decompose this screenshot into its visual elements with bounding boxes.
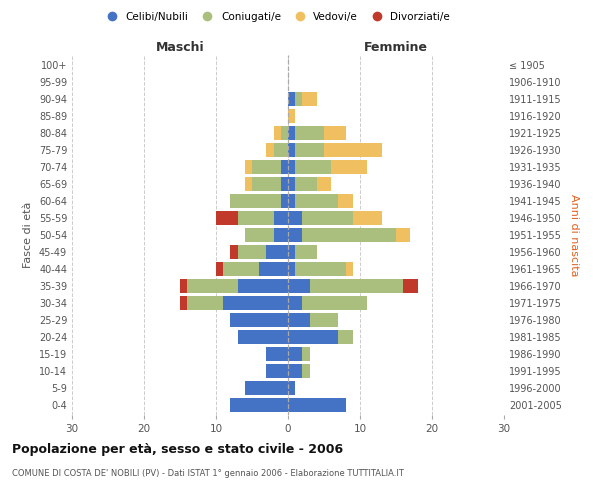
- Bar: [252, 160, 281, 174]
- Bar: [310, 279, 403, 293]
- Bar: [238, 245, 266, 259]
- Bar: [302, 228, 396, 242]
- Bar: [302, 211, 353, 225]
- Bar: [288, 228, 302, 242]
- Bar: [288, 313, 310, 327]
- Bar: [187, 279, 238, 293]
- Bar: [245, 381, 288, 395]
- Bar: [266, 347, 288, 361]
- Bar: [281, 126, 288, 140]
- Bar: [331, 160, 367, 174]
- Bar: [302, 92, 317, 106]
- Bar: [274, 211, 288, 225]
- Bar: [288, 194, 295, 208]
- Bar: [230, 245, 238, 259]
- Bar: [288, 398, 346, 412]
- Bar: [238, 330, 288, 344]
- Bar: [281, 177, 288, 191]
- Bar: [302, 347, 310, 361]
- Bar: [230, 194, 281, 208]
- Bar: [281, 160, 288, 174]
- Bar: [295, 194, 338, 208]
- Y-axis label: Anni di nascita: Anni di nascita: [569, 194, 578, 276]
- Bar: [245, 228, 274, 242]
- Bar: [317, 177, 331, 191]
- Bar: [288, 109, 295, 123]
- Bar: [288, 330, 338, 344]
- Bar: [281, 194, 288, 208]
- Bar: [245, 160, 252, 174]
- Bar: [324, 143, 382, 157]
- Bar: [266, 364, 288, 378]
- Bar: [274, 143, 288, 157]
- Bar: [238, 279, 288, 293]
- Bar: [310, 313, 338, 327]
- Bar: [324, 126, 346, 140]
- Bar: [223, 262, 259, 276]
- Bar: [295, 92, 302, 106]
- Text: Maschi: Maschi: [155, 41, 205, 54]
- Bar: [259, 262, 288, 276]
- Bar: [288, 262, 295, 276]
- Bar: [266, 143, 274, 157]
- Bar: [288, 177, 295, 191]
- Bar: [245, 177, 252, 191]
- Bar: [274, 228, 288, 242]
- Bar: [288, 279, 310, 293]
- Bar: [288, 245, 295, 259]
- Bar: [288, 364, 302, 378]
- Bar: [216, 211, 238, 225]
- Bar: [230, 398, 288, 412]
- Text: Popolazione per età, sesso e stato civile - 2006: Popolazione per età, sesso e stato civil…: [12, 442, 343, 456]
- Bar: [223, 296, 288, 310]
- Bar: [295, 262, 346, 276]
- Bar: [252, 177, 281, 191]
- Legend: Celibi/Nubili, Coniugati/e, Vedovi/e, Divorziati/e: Celibi/Nubili, Coniugati/e, Vedovi/e, Di…: [98, 8, 454, 26]
- Bar: [180, 279, 187, 293]
- Bar: [230, 313, 288, 327]
- Bar: [216, 262, 223, 276]
- Bar: [338, 194, 353, 208]
- Bar: [338, 330, 353, 344]
- Bar: [302, 364, 310, 378]
- Bar: [302, 296, 367, 310]
- Bar: [288, 381, 295, 395]
- Bar: [288, 347, 302, 361]
- Bar: [274, 126, 281, 140]
- Bar: [238, 211, 274, 225]
- Bar: [403, 279, 418, 293]
- Bar: [396, 228, 410, 242]
- Text: Femmine: Femmine: [364, 41, 428, 54]
- Bar: [295, 245, 317, 259]
- Bar: [295, 143, 324, 157]
- Bar: [295, 177, 317, 191]
- Bar: [288, 143, 295, 157]
- Bar: [295, 126, 324, 140]
- Bar: [288, 296, 302, 310]
- Bar: [288, 126, 295, 140]
- Bar: [288, 160, 295, 174]
- Bar: [288, 211, 302, 225]
- Bar: [353, 211, 382, 225]
- Bar: [180, 296, 187, 310]
- Bar: [266, 245, 288, 259]
- Y-axis label: Fasce di età: Fasce di età: [23, 202, 33, 268]
- Bar: [288, 92, 295, 106]
- Bar: [187, 296, 223, 310]
- Bar: [295, 160, 331, 174]
- Text: COMUNE DI COSTA DE' NOBILI (PV) - Dati ISTAT 1° gennaio 2006 - Elaborazione TUTT: COMUNE DI COSTA DE' NOBILI (PV) - Dati I…: [12, 469, 404, 478]
- Bar: [346, 262, 353, 276]
